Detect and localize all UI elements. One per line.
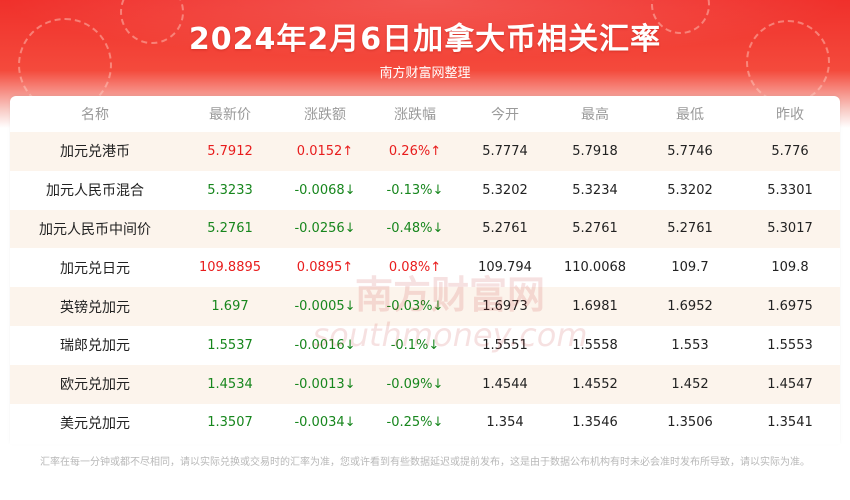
column-header-change: 涨跌额 bbox=[304, 107, 346, 123]
pair-name: 欧元兑加元 bbox=[10, 364, 180, 404]
last-price: 5.2761 bbox=[180, 209, 280, 249]
open-price: 1.6973 bbox=[460, 287, 550, 326]
last-price: 1.3507 bbox=[180, 403, 280, 443]
low-price: 1.452 bbox=[640, 364, 740, 404]
change-amount: 0.0895↑ bbox=[280, 248, 370, 288]
pair-name: 加元人民币混合 bbox=[10, 170, 180, 210]
change-amount: -0.0016↓ bbox=[280, 325, 370, 365]
high-price: 1.6981 bbox=[550, 287, 640, 326]
last-price: 5.7912 bbox=[180, 132, 280, 171]
change-percent: 0.26%↑ bbox=[370, 132, 460, 171]
change-percent: -0.1%↓ bbox=[370, 325, 460, 365]
rate-table: 名称 最新价 涨跌额 涨跌幅 今开 最高 最低 昨收 加元兑港币 5.7912 … bbox=[10, 96, 840, 443]
prev-close: 109.8 bbox=[740, 248, 840, 288]
last-price: 5.3233 bbox=[180, 170, 280, 210]
table-row: 美元兑加元 1.3507 -0.0034↓ -0.25%↓ 1.354 1.35… bbox=[10, 403, 840, 443]
high-price: 1.4552 bbox=[550, 364, 640, 404]
pair-name: 加元兑港币 bbox=[10, 132, 180, 171]
pair-name: 加元人民币中间价 bbox=[10, 209, 180, 249]
high-price: 1.3546 bbox=[550, 403, 640, 443]
table-row: 欧元兑加元 1.4534 -0.0013↓ -0.09%↓ 1.4544 1.4… bbox=[10, 364, 840, 404]
prev-close: 1.6975 bbox=[740, 287, 840, 326]
prev-close: 1.5553 bbox=[740, 325, 840, 365]
column-header-high: 最高 bbox=[581, 107, 609, 123]
table-row: 加元人民币中间价 5.2761 -0.0256↓ -0.48%↓ 5.2761 … bbox=[10, 209, 840, 249]
low-price: 1.553 bbox=[640, 325, 740, 365]
last-price: 1.4534 bbox=[180, 364, 280, 404]
page-subtitle: 南方财富网整理 bbox=[379, 66, 471, 81]
table-row: 英镑兑加元 1.697 -0.0005↓ -0.03%↓ 1.6973 1.69… bbox=[10, 287, 840, 326]
prev-close: 5.3301 bbox=[740, 170, 840, 210]
open-price: 1.5551 bbox=[460, 325, 550, 365]
open-price: 5.7774 bbox=[460, 132, 550, 171]
table-row: 加元兑日元 109.8895 0.0895↑ 0.08%↑ 109.794 11… bbox=[10, 248, 840, 288]
change-amount: -0.0256↓ bbox=[280, 209, 370, 249]
pair-name: 美元兑加元 bbox=[10, 403, 180, 443]
low-price: 1.6952 bbox=[640, 287, 740, 326]
low-price: 1.3506 bbox=[640, 403, 740, 443]
column-header-last: 最新价 bbox=[209, 107, 251, 123]
low-price: 5.2761 bbox=[640, 209, 740, 249]
last-price: 109.8895 bbox=[180, 248, 280, 288]
last-price: 1.5537 bbox=[180, 325, 280, 365]
change-percent: 0.08%↑ bbox=[370, 248, 460, 288]
header-banner: 2024年2月6日加拿大币相关汇率 南方财富网整理 bbox=[0, 0, 850, 128]
low-price: 5.7746 bbox=[640, 132, 740, 171]
change-amount: 0.0152↑ bbox=[280, 132, 370, 171]
open-price: 5.2761 bbox=[460, 209, 550, 249]
table-row: 加元兑港币 5.7912 0.0152↑ 0.26%↑ 5.7774 5.791… bbox=[10, 132, 840, 171]
high-price: 110.0068 bbox=[550, 248, 640, 288]
low-price: 5.3202 bbox=[640, 170, 740, 210]
high-price: 5.3234 bbox=[550, 170, 640, 210]
rate-table-card: 名称 最新价 涨跌额 涨跌幅 今开 最高 最低 昨收 加元兑港币 5.7912 … bbox=[10, 96, 840, 444]
column-header-open: 今开 bbox=[491, 107, 519, 123]
change-percent: -0.48%↓ bbox=[370, 209, 460, 249]
low-price: 109.7 bbox=[640, 248, 740, 288]
open-price: 1.354 bbox=[460, 403, 550, 443]
prev-close: 1.4547 bbox=[740, 364, 840, 404]
high-price: 1.5558 bbox=[550, 325, 640, 365]
prev-close: 5.3017 bbox=[740, 209, 840, 249]
change-amount: -0.0013↓ bbox=[280, 364, 370, 404]
prev-close: 5.776 bbox=[740, 132, 840, 171]
change-percent: -0.25%↓ bbox=[370, 403, 460, 443]
change-amount: -0.0034↓ bbox=[280, 403, 370, 443]
open-price: 109.794 bbox=[460, 248, 550, 288]
change-amount: -0.0005↓ bbox=[280, 287, 370, 326]
change-percent: -0.03%↓ bbox=[370, 287, 460, 326]
disclaimer-text: 汇率在每一分钟或都不尽相同，请以实际兑换或交易时的汇率为准，您或许看到有些数据延… bbox=[40, 457, 810, 468]
last-price: 1.697 bbox=[180, 287, 280, 326]
column-header-prev: 昨收 bbox=[776, 107, 804, 123]
open-price: 5.3202 bbox=[460, 170, 550, 210]
pair-name: 英镑兑加元 bbox=[10, 287, 180, 326]
pair-name: 瑞郎兑加元 bbox=[10, 325, 180, 365]
high-price: 5.7918 bbox=[550, 132, 640, 171]
high-price: 5.2761 bbox=[550, 209, 640, 249]
change-percent: -0.09%↓ bbox=[370, 364, 460, 404]
page-title: 2024年2月6日加拿大币相关汇率 bbox=[188, 22, 662, 57]
pair-name: 加元兑日元 bbox=[10, 248, 180, 288]
table-row: 加元人民币混合 5.3233 -0.0068↓ -0.13%↓ 5.3202 5… bbox=[10, 170, 840, 210]
column-header-pct: 涨跌幅 bbox=[394, 107, 436, 123]
column-header-low: 最低 bbox=[676, 107, 704, 123]
table-row: 瑞郎兑加元 1.5537 -0.0016↓ -0.1%↓ 1.5551 1.55… bbox=[10, 325, 840, 365]
column-header-name: 名称 bbox=[81, 107, 109, 123]
prev-close: 1.3541 bbox=[740, 403, 840, 443]
change-amount: -0.0068↓ bbox=[280, 170, 370, 210]
change-percent: -0.13%↓ bbox=[370, 170, 460, 210]
open-price: 1.4544 bbox=[460, 364, 550, 404]
table-header-row: 名称 最新价 涨跌额 涨跌幅 今开 最高 最低 昨收 bbox=[10, 96, 840, 132]
